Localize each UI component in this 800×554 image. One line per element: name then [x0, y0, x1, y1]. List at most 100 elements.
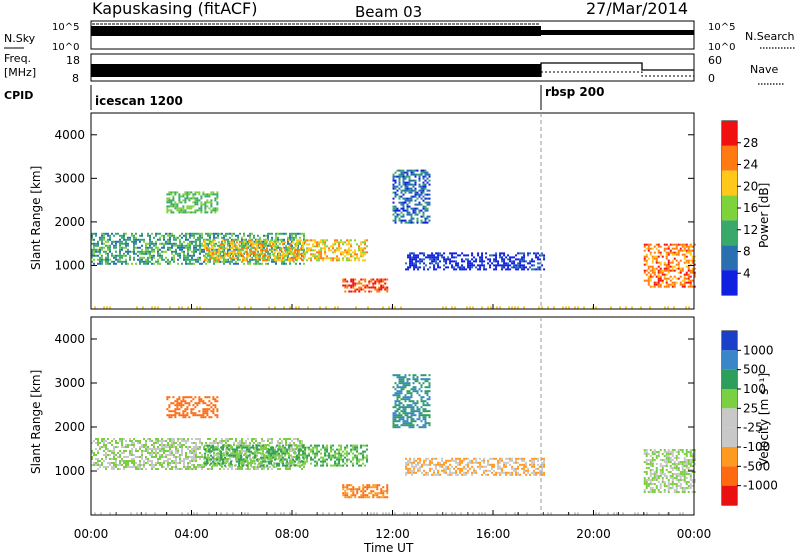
- echo-cell: [242, 464, 245, 467]
- freq-tick-bottom: 8: [72, 72, 79, 85]
- echo-cell: [189, 468, 191, 470]
- echo-cell: [400, 191, 403, 194]
- echo-cell: [254, 452, 257, 455]
- echo-cell: [302, 454, 305, 457]
- echo-cell: [515, 266, 518, 269]
- echo-cell: [174, 205, 177, 208]
- echo-cell: [453, 268, 456, 271]
- echo-cell: [657, 265, 660, 268]
- echo-cell: [481, 256, 484, 259]
- echo-cell: [209, 464, 211, 466]
- echo-cell: [426, 197, 429, 200]
- echo-cell: [123, 238, 125, 241]
- echo-cell: [667, 306, 669, 309]
- echo-cell: [428, 203, 431, 206]
- echo-cell: [374, 286, 377, 289]
- echo-cell: [194, 412, 197, 415]
- echo-cell: [233, 456, 235, 458]
- echo-cell: [303, 466, 305, 468]
- echo-cell: [428, 201, 431, 204]
- echo-cell: [408, 382, 411, 385]
- echo-cell: [297, 462, 299, 464]
- echo-cell: [191, 452, 193, 454]
- echo-cell: [139, 252, 141, 255]
- echo-cell: [213, 442, 215, 444]
- echo-cell: [121, 248, 123, 251]
- echo-cell: [228, 253, 231, 256]
- echo-cell: [197, 236, 199, 239]
- echo-cell: [244, 257, 247, 260]
- echo-cell: [394, 185, 397, 188]
- echo-cell: [400, 418, 403, 421]
- echo-cell: [332, 245, 335, 248]
- echo-cell: [405, 461, 408, 464]
- echo-cell: [505, 268, 508, 271]
- echo-cell: [191, 458, 193, 460]
- echo-cell: [394, 207, 397, 210]
- echo-cell: [170, 209, 173, 212]
- echo-cell: [400, 189, 403, 192]
- echo-cell: [199, 452, 201, 454]
- echo-cell: [294, 257, 297, 260]
- echo-cell: [422, 207, 425, 210]
- echo-cell: [428, 193, 431, 196]
- echo-cell: [163, 244, 165, 247]
- echo-cell: [308, 257, 311, 260]
- echo-cell: [213, 258, 215, 261]
- echo-cell: [350, 488, 353, 491]
- echo-cell: [296, 444, 299, 447]
- echo-cell: [691, 279, 694, 282]
- echo-cell: [168, 191, 171, 194]
- echo-cell: [264, 259, 267, 262]
- echo-cell: [537, 256, 540, 259]
- echo-cell: [529, 262, 532, 265]
- echo-cell: [322, 460, 325, 463]
- echo-cell: [274, 259, 277, 262]
- echo-cell: [210, 211, 213, 214]
- echo-cell: [173, 440, 175, 442]
- echo-cell: [145, 260, 147, 263]
- echo-cell: [410, 219, 413, 222]
- echo-cell: [111, 440, 113, 442]
- echo-cell: [392, 173, 395, 176]
- echo-cell: [185, 458, 187, 460]
- echo-cell: [229, 232, 231, 235]
- echo-cell: [406, 213, 409, 216]
- echo-cell: [426, 392, 429, 395]
- colorbar-tick-label: 24: [743, 158, 758, 172]
- echo-cell: [645, 259, 648, 262]
- echo-cell: [167, 446, 169, 448]
- echo-cell: [209, 236, 211, 239]
- echo-cell: [270, 241, 273, 244]
- echo-cell: [386, 288, 389, 291]
- echo-cell: [209, 258, 211, 261]
- echo-cell: [412, 414, 415, 417]
- echo-cell: [212, 247, 215, 250]
- echo-cell: [346, 280, 349, 283]
- echo-cell: [145, 248, 147, 251]
- echo-cell: [392, 201, 395, 204]
- echo-cell: [241, 466, 243, 468]
- echo-cell: [428, 386, 431, 389]
- echo-cell: [267, 252, 269, 255]
- echo-cell: [187, 438, 189, 440]
- echo-cell: [224, 456, 227, 459]
- echo-cell: [198, 396, 201, 399]
- echo-cell: [414, 183, 417, 186]
- echo-cell: [240, 245, 243, 248]
- echo-cell: [195, 450, 197, 452]
- echo-cell: [304, 452, 307, 455]
- echo-cell: [201, 444, 203, 446]
- echo-cell: [169, 444, 171, 446]
- echo-cell: [241, 242, 243, 245]
- echo-cell: [374, 486, 377, 489]
- echo-cell: [651, 247, 654, 250]
- echo-cell: [268, 450, 271, 453]
- echo-cell: [354, 488, 357, 491]
- echo-cell: [262, 452, 265, 455]
- echo-cell: [145, 440, 147, 442]
- echo-cell: [519, 266, 522, 269]
- echo-cell: [270, 458, 273, 461]
- echo-cell: [295, 258, 297, 261]
- echo-cell: [212, 410, 215, 413]
